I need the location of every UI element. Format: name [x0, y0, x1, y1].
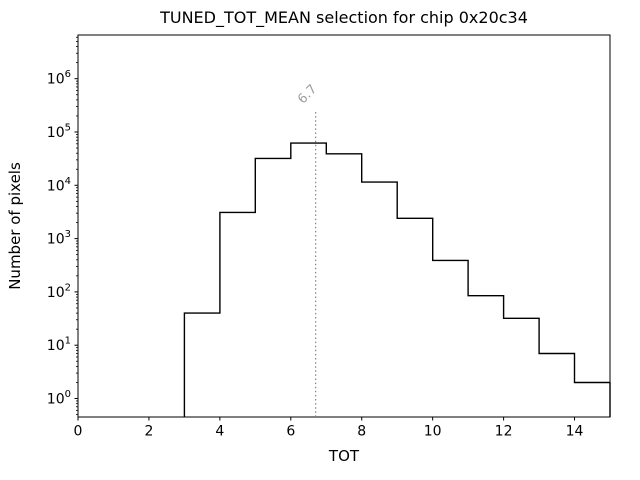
- x-axis-label: TOT: [328, 447, 360, 465]
- y-tick-label: 103: [47, 229, 71, 248]
- x-axis-ticks: 0 2 4 6 8 10 12 14: [74, 417, 584, 440]
- x-tick-label: 0: [74, 424, 83, 440]
- plot-border: [77, 34, 611, 418]
- threshold-label: 6.7: [295, 82, 320, 107]
- y-tick-label: 106: [47, 69, 71, 88]
- x-tick-label: 8: [357, 424, 366, 440]
- y-tick-label: 100: [47, 389, 71, 408]
- y-minor-ticks: [76, 36, 78, 415]
- y-tick-label: 101: [47, 336, 71, 355]
- y-tick-label: 102: [47, 282, 71, 301]
- y-axis-label: Number of pixels: [6, 162, 24, 290]
- y-tick-label: 105: [47, 122, 71, 141]
- x-tick-label: 10: [424, 424, 442, 440]
- x-tick-label: 12: [495, 424, 513, 440]
- y-axis-ticks: 100 101 102 103 104 105 106: [47, 69, 78, 408]
- y-tick-label: 104: [47, 176, 71, 195]
- chart-title: TUNED_TOT_MEAN selection for chip 0x20c3…: [160, 8, 528, 27]
- x-tick-label: 14: [566, 424, 584, 440]
- x-tick-label: 4: [215, 424, 224, 440]
- x-tick-label: 2: [144, 424, 153, 440]
- x-tick-label: 6: [286, 424, 295, 440]
- histogram-step-line: [183, 142, 611, 417]
